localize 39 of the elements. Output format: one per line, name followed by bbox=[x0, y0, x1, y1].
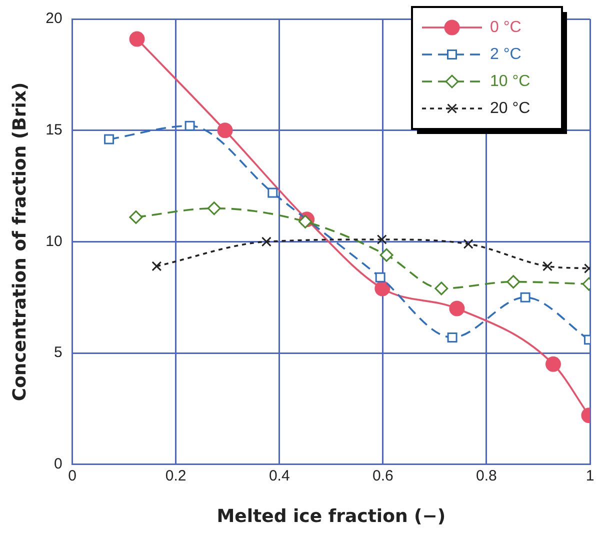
point bbox=[184, 120, 195, 131]
point bbox=[129, 31, 145, 47]
x-tick-label: 0.4 bbox=[268, 468, 290, 485]
x-axis-title: Melted ice fraction (−) bbox=[216, 506, 446, 527]
point bbox=[152, 261, 162, 272]
point bbox=[298, 214, 312, 228]
point bbox=[545, 356, 561, 372]
legend-label: 20 °C bbox=[490, 100, 530, 117]
point bbox=[463, 238, 474, 249]
x-tick-label: 0.6 bbox=[372, 468, 394, 485]
x-tick-label: 0.8 bbox=[476, 468, 497, 485]
y-axis-title: Concentration of fraction (Brix) bbox=[9, 82, 30, 402]
point bbox=[434, 282, 448, 296]
point bbox=[447, 332, 458, 342]
point bbox=[520, 292, 530, 302]
point bbox=[261, 236, 272, 247]
legend-label: 10 °C bbox=[490, 72, 530, 90]
point bbox=[207, 202, 221, 216]
point bbox=[129, 210, 143, 224]
x-tick-label: 0 bbox=[68, 468, 76, 485]
point bbox=[449, 300, 465, 316]
legend-label: 2 °C bbox=[490, 46, 522, 63]
y-tick-label: 0 bbox=[54, 456, 62, 473]
legend-label: 0 °C bbox=[490, 18, 522, 36]
point bbox=[375, 272, 386, 282]
point bbox=[374, 280, 390, 296]
y-tick-label: 5 bbox=[54, 344, 62, 362]
y-tick-label: 20 bbox=[46, 10, 62, 28]
point bbox=[104, 134, 114, 144]
x-tick-label: 0.2 bbox=[165, 468, 186, 485]
y-tick-label: 10 bbox=[46, 232, 62, 250]
point bbox=[542, 261, 553, 272]
point bbox=[268, 188, 278, 198]
point bbox=[380, 248, 394, 262]
point bbox=[506, 275, 520, 289]
point bbox=[376, 234, 387, 244]
x-tick-label: 1 bbox=[586, 468, 594, 485]
point bbox=[217, 122, 233, 138]
y-tick-label: 15 bbox=[46, 121, 62, 138]
